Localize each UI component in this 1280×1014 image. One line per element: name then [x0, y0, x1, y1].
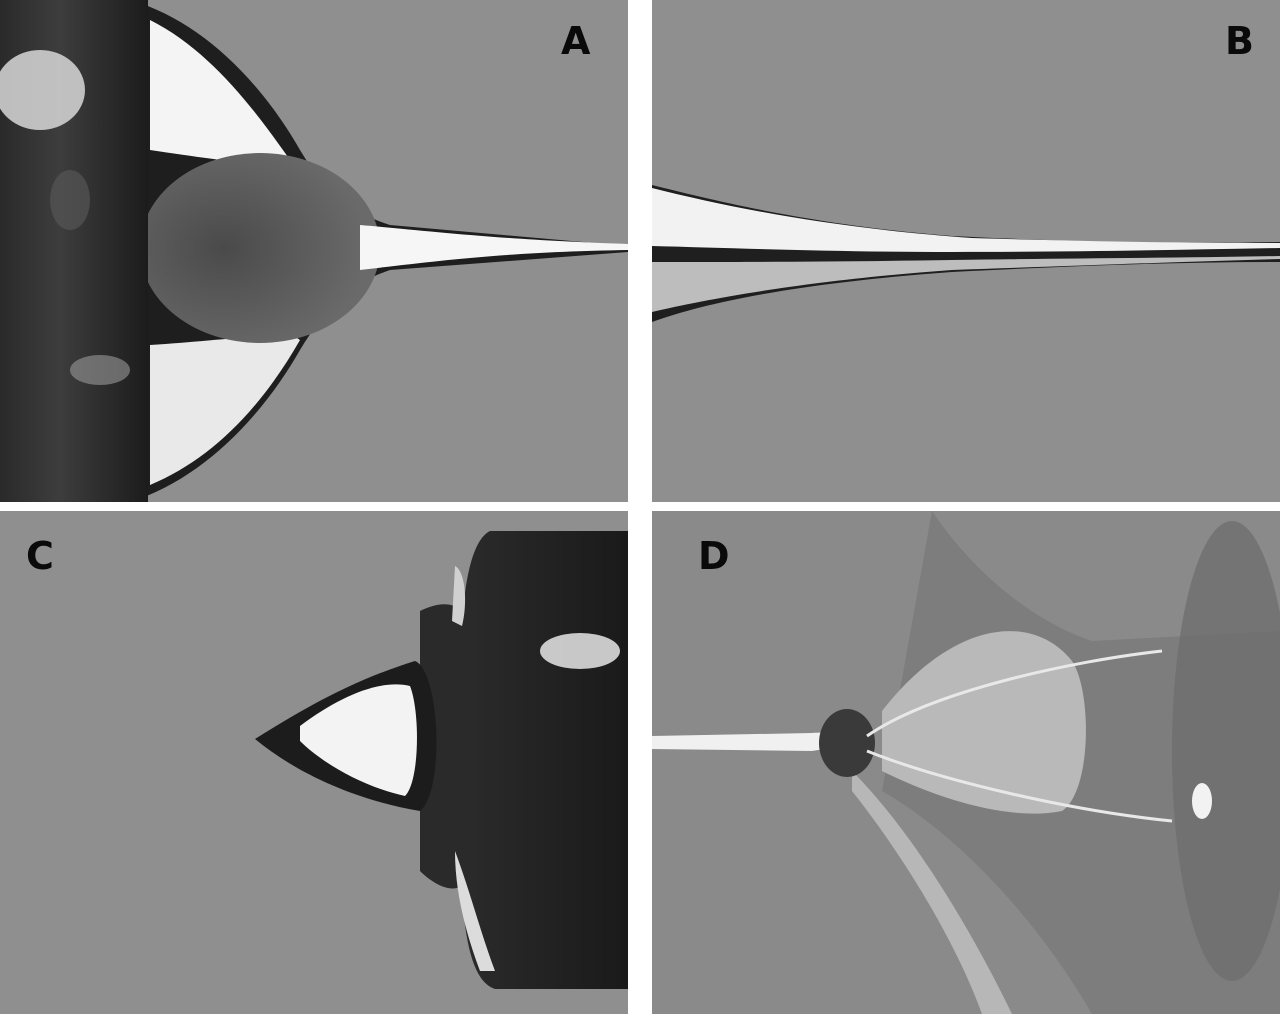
panel-c: C — [0, 511, 628, 1014]
panel-c-image — [0, 511, 628, 1014]
panel-d-label: D — [698, 534, 730, 578]
panel-d: D — [652, 511, 1280, 1014]
panel-a-label: A — [561, 19, 591, 63]
panel-c-label: C — [26, 534, 54, 578]
panel-b-label: B — [1225, 19, 1254, 63]
panel-b-image — [652, 0, 1280, 502]
panel-a-image — [0, 0, 628, 502]
panel-d-image — [652, 511, 1280, 1014]
panel-b: B — [652, 0, 1280, 502]
panel-a: A — [0, 0, 628, 502]
